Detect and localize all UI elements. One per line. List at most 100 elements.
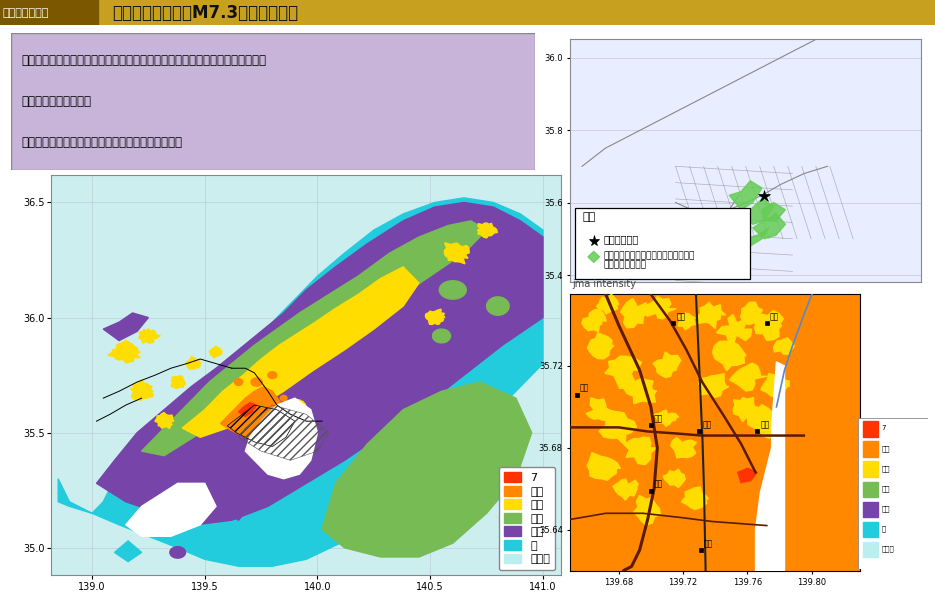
Polygon shape <box>182 267 419 437</box>
Polygon shape <box>654 352 681 378</box>
Polygon shape <box>741 302 763 324</box>
Polygon shape <box>597 294 619 314</box>
Bar <box>863 541 878 557</box>
Polygon shape <box>755 448 784 571</box>
Text: 四谷: 四谷 <box>702 421 712 429</box>
Polygon shape <box>155 413 174 429</box>
Polygon shape <box>478 223 497 238</box>
Polygon shape <box>223 483 250 520</box>
Polygon shape <box>433 329 451 343</box>
Polygon shape <box>570 294 860 571</box>
Bar <box>863 501 878 517</box>
Bar <box>863 461 878 476</box>
Polygon shape <box>587 453 621 480</box>
Text: ・都心部にダメージ。: ・都心部にダメージ。 <box>22 95 92 108</box>
Text: ・ある程度の切迫性。（北米プレートとフィリピン海プレートの境界の地震）: ・ある程度の切迫性。（北米プレートとフィリピン海プレートの境界の地震） <box>22 54 266 67</box>
Bar <box>863 481 878 497</box>
Polygon shape <box>621 299 647 328</box>
Polygon shape <box>294 399 306 410</box>
Polygon shape <box>747 405 781 438</box>
Polygon shape <box>58 198 543 566</box>
Polygon shape <box>716 314 752 345</box>
Polygon shape <box>322 382 532 557</box>
Polygon shape <box>643 296 676 319</box>
Text: 新宿: 新宿 <box>654 415 663 423</box>
Polygon shape <box>238 403 256 416</box>
Polygon shape <box>439 281 467 299</box>
Text: 中野: 中野 <box>580 384 589 393</box>
Text: ５弱: ５弱 <box>882 505 890 512</box>
Polygon shape <box>235 379 242 385</box>
Text: ：破壊開始点: ：破壊開始点 <box>603 234 639 245</box>
Text: ３以下: ３以下 <box>882 545 894 552</box>
Polygon shape <box>733 398 757 422</box>
Text: 東京: 東京 <box>760 421 770 429</box>
Polygon shape <box>245 398 318 479</box>
Polygon shape <box>444 243 469 264</box>
Polygon shape <box>729 363 767 391</box>
Polygon shape <box>605 356 641 388</box>
Polygon shape <box>753 214 785 239</box>
Text: ４: ４ <box>882 525 885 532</box>
Polygon shape <box>612 479 638 500</box>
Text: 板橋: 板橋 <box>677 312 686 321</box>
Text: jma intensity: jma intensity <box>572 279 636 288</box>
Polygon shape <box>729 181 762 210</box>
Polygon shape <box>96 203 543 525</box>
Polygon shape <box>115 541 141 561</box>
Polygon shape <box>625 437 656 464</box>
Polygon shape <box>284 415 298 427</box>
Polygon shape <box>171 376 186 388</box>
Polygon shape <box>586 398 611 421</box>
Polygon shape <box>670 438 697 458</box>
Text: 図２－３－３１: 図２－３－３１ <box>3 8 50 18</box>
Polygon shape <box>678 313 695 330</box>
Text: 東京湾北部地震（M7.3）の震度分布: 東京湾北部地震（M7.3）の震度分布 <box>112 4 298 22</box>
Polygon shape <box>623 378 656 404</box>
Polygon shape <box>739 199 774 224</box>
Polygon shape <box>746 228 770 246</box>
Text: 7: 7 <box>882 426 886 431</box>
Text: ６弱: ６弱 <box>882 465 890 472</box>
Polygon shape <box>170 547 185 558</box>
Polygon shape <box>588 251 599 262</box>
Polygon shape <box>252 378 262 386</box>
Polygon shape <box>697 302 726 328</box>
Polygon shape <box>130 379 153 400</box>
Polygon shape <box>103 313 149 341</box>
Polygon shape <box>654 410 679 426</box>
Polygon shape <box>138 329 161 343</box>
Polygon shape <box>762 203 785 221</box>
Text: 上野: 上野 <box>770 312 779 321</box>
Polygon shape <box>738 468 757 483</box>
Polygon shape <box>771 362 784 464</box>
Text: を発生する部分）: を発生する部分） <box>603 260 646 270</box>
Polygon shape <box>221 387 286 439</box>
Polygon shape <box>126 483 216 537</box>
Text: ５強: ５強 <box>882 485 890 492</box>
Polygon shape <box>280 395 287 401</box>
Text: 凡例: 凡例 <box>583 212 596 222</box>
FancyBboxPatch shape <box>11 33 535 170</box>
Text: ６強: ６強 <box>882 445 890 452</box>
Polygon shape <box>761 373 789 401</box>
Polygon shape <box>773 338 794 354</box>
Polygon shape <box>486 297 510 315</box>
Polygon shape <box>682 487 709 509</box>
Legend: 7, ６強, ６弱, ５強, ５弱, ４, ３以下: 7, ６強, ６弱, ５強, ５弱, ４, ３以下 <box>499 467 555 570</box>
Bar <box>575 208 751 279</box>
Polygon shape <box>186 357 201 369</box>
Bar <box>863 521 878 537</box>
Bar <box>863 441 878 456</box>
Polygon shape <box>108 341 140 363</box>
Polygon shape <box>268 371 277 379</box>
Polygon shape <box>587 333 613 359</box>
Polygon shape <box>209 346 222 358</box>
Text: ：アスペリティ（断層面内で強い揺れ: ：アスペリティ（断層面内で強い揺れ <box>603 252 695 260</box>
Bar <box>863 421 878 436</box>
Polygon shape <box>582 309 606 332</box>
Text: 渋谷: 渋谷 <box>654 480 663 489</box>
Polygon shape <box>425 309 445 325</box>
Polygon shape <box>755 311 784 341</box>
Bar <box>0 0 98 25</box>
